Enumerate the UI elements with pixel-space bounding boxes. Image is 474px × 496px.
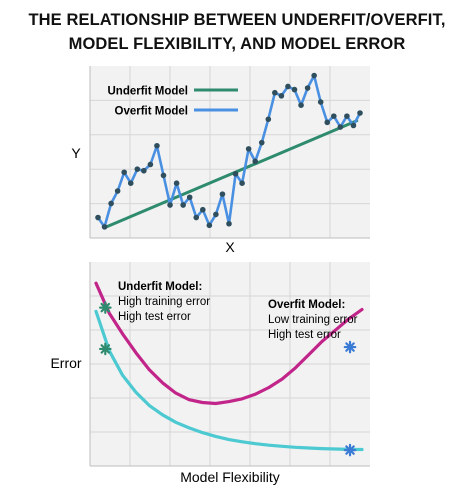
overfit-data-point <box>252 158 258 165</box>
overfit-annotation-title: Overfit Model: <box>268 299 345 311</box>
overfit-data-point <box>331 113 337 119</box>
underfit-annotation-title: Underfit Model: <box>118 281 202 293</box>
overfit-data-point <box>108 200 114 207</box>
bottom-chart-markers <box>99 301 357 457</box>
overfit-data-point <box>193 214 200 221</box>
overfit-data-point <box>101 224 108 230</box>
overfit-data-point <box>265 116 272 123</box>
chart-title-line2: MODEL FLEXIBILITY, AND MODEL ERROR <box>68 35 406 53</box>
bottom-chart-series <box>94 281 364 452</box>
overfit-data-point <box>154 142 160 149</box>
overfit-data-point <box>173 180 180 186</box>
training-error-curve <box>94 309 364 452</box>
test-error-curve <box>94 281 364 406</box>
bottom-chart-x-axis-label: Model Flexibility <box>180 469 280 485</box>
overfit-annotation-line: High test error <box>268 329 341 341</box>
overfit-data-point <box>186 194 193 201</box>
overfit-data-point <box>272 89 278 96</box>
chart-title: THE RELATIONSHIP BETWEEN UNDERFIT/OVERFI… <box>0 8 474 56</box>
legend-label: Overfit Model <box>115 106 188 118</box>
asterisk-marker <box>99 342 112 356</box>
top-chart-series <box>95 72 363 230</box>
top-chart-y-axis-label: Y <box>71 145 81 161</box>
bottom-chart-y-axis-label: Error <box>50 355 81 371</box>
overfit-data-point <box>141 167 147 174</box>
overfit-data-point <box>200 206 206 213</box>
overfit-data-point <box>337 124 344 130</box>
overfit-data-point <box>311 72 317 79</box>
overfit-data-point <box>127 180 134 186</box>
underfit-annotation-line: High training error <box>118 296 210 308</box>
overfit-data-point <box>317 99 324 105</box>
top-chart-grid <box>89 66 370 239</box>
overfit-data-point <box>180 202 186 208</box>
top-chart-legend: Underfit Model Overfit Model <box>108 86 238 118</box>
overfit-data-point <box>239 180 245 186</box>
overfit-data-point <box>278 93 285 99</box>
overfit-data-point <box>357 110 363 116</box>
overfit-data-point <box>226 220 232 227</box>
overfit-data-point <box>134 166 141 172</box>
overfit-data-point <box>324 119 331 126</box>
overfit-data-point <box>298 102 304 108</box>
overfit-data-point <box>245 146 252 152</box>
overfit-data-point <box>344 113 350 119</box>
overfit-data-point <box>350 122 357 129</box>
bottom-chart-annotations: Underfit Model: High training error High t… <box>118 281 358 341</box>
overfit-data-point <box>258 139 265 146</box>
underfit-annotation-line: High test error <box>118 311 191 323</box>
asterisk-marker <box>343 340 357 354</box>
underfit-model-line <box>103 119 359 230</box>
chart-title-line1: THE RELATIONSHIP BETWEEN UNDERFIT/OVERFI… <box>28 11 446 29</box>
overfit-data-point <box>213 211 219 218</box>
overfit-data-point <box>291 86 298 93</box>
overfit-data-point <box>206 222 213 229</box>
overfit-data-point <box>95 214 101 221</box>
asterisk-marker <box>99 301 112 314</box>
overfit-data-point <box>160 172 167 179</box>
overfit-data-point <box>114 188 121 194</box>
top-chart-x-axis-label: X <box>225 239 235 255</box>
bottom-chart-grid <box>89 262 370 467</box>
legend-label: Underfit Model <box>108 86 189 98</box>
overfit-data-point <box>285 83 291 90</box>
overfit-data-point <box>219 191 226 197</box>
asterisk-marker <box>343 443 357 457</box>
overfit-data-point <box>232 171 239 177</box>
overfit-data-point <box>167 202 173 208</box>
overfit-data-point <box>147 161 154 168</box>
overfit-data-point <box>121 169 127 176</box>
overfit-annotation-line: Low training error <box>268 314 358 326</box>
overfit-data-point <box>304 85 311 91</box>
